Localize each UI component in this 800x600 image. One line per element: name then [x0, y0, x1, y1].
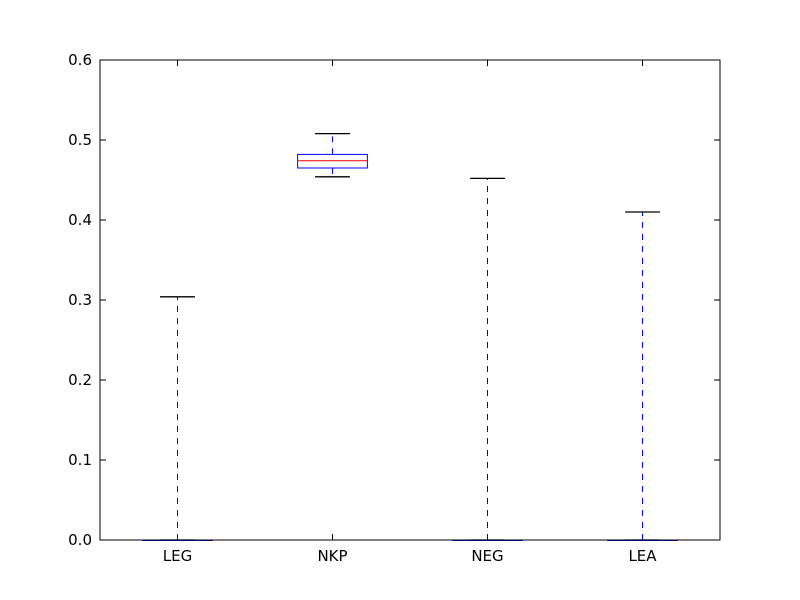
x-tick-label: LEA: [628, 547, 657, 565]
y-tick-label: 0.0: [68, 531, 92, 549]
y-tick-label: 0.1: [68, 451, 92, 469]
y-tick-label: 0.4: [68, 211, 92, 229]
y-tick-label: 0.6: [68, 51, 92, 69]
x-axis-ticks: LEG NKP NEG LEA: [163, 60, 657, 565]
x-tick-label: NKP: [317, 547, 347, 565]
box-nkp: [297, 132, 368, 178]
y-tick-label: 0.3: [68, 291, 92, 309]
x-tick-label: LEG: [163, 547, 192, 565]
plot-area-frame: [99, 59, 721, 541]
y-tick-label: 0.2: [68, 371, 92, 389]
x-tick-label: NEG: [471, 547, 503, 565]
y-tick-label: 0.5: [68, 131, 92, 149]
